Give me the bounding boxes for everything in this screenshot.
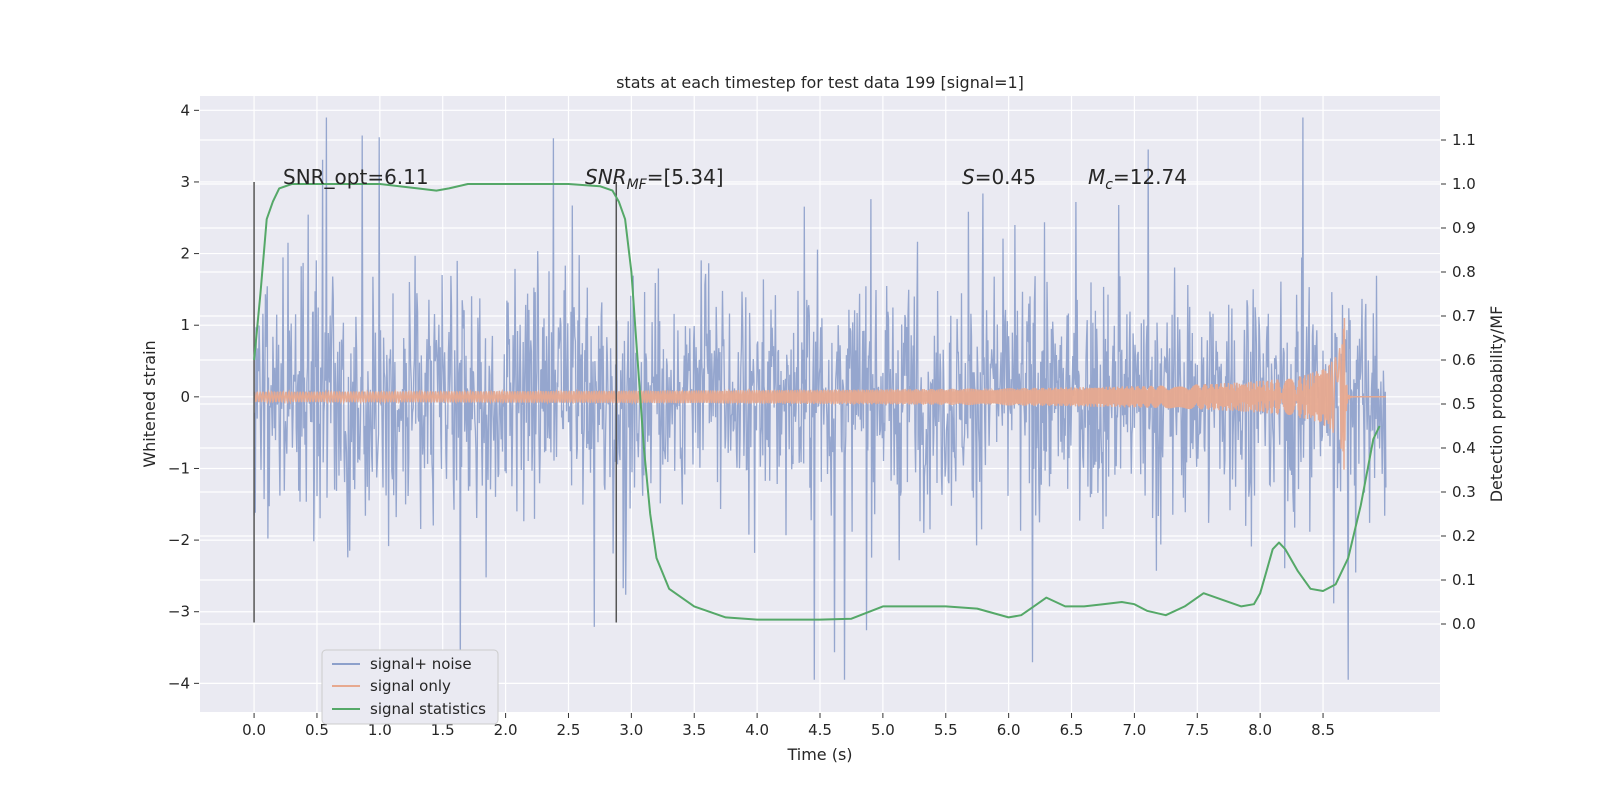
y-right-tick-label: 1.0 xyxy=(1452,175,1476,193)
x-tick-label: 0.5 xyxy=(305,721,329,739)
legend-label-stats: signal statistics xyxy=(370,700,486,718)
y-left-tick-label: 3 xyxy=(180,173,190,191)
noise-line xyxy=(253,117,1387,680)
y-right-tick-label: 0.7 xyxy=(1452,307,1476,325)
x-tick-label: 1.0 xyxy=(368,721,392,739)
x-tick-label: 8.5 xyxy=(1311,721,1335,739)
snr-mf-sub: MF xyxy=(627,177,648,193)
mc-value: =12.74 xyxy=(1113,165,1187,189)
y-left-tick-label: −2 xyxy=(168,531,190,549)
y-left-tick-label: 2 xyxy=(180,245,190,263)
annotation-snr-opt: SNR_opt=6.11 xyxy=(283,165,429,189)
x-tick-label: 7.5 xyxy=(1185,721,1209,739)
x-tick-label: 3.0 xyxy=(619,721,643,739)
y-left-tick-label: 4 xyxy=(180,101,190,119)
y-left-tick-label: −3 xyxy=(168,603,190,621)
y-left-tick-label: −1 xyxy=(168,459,190,477)
signal-noise-series xyxy=(253,117,1387,680)
mc-base: M xyxy=(1088,165,1105,189)
y-right-tick-label: 0.0 xyxy=(1452,615,1476,633)
x-tick-label: 8.0 xyxy=(1248,721,1272,739)
y-right-tick-label: 0.5 xyxy=(1452,395,1476,413)
x-tick-label: 2.0 xyxy=(494,721,518,739)
snr-mf-value: =[5.34] xyxy=(647,165,724,189)
chart-title: stats at each timestep for test data 199… xyxy=(616,73,1024,92)
y-right-tick-label: 0.9 xyxy=(1452,219,1476,237)
y-right-tick-label: 0.8 xyxy=(1452,263,1476,281)
tick-labels: 0.0 0.5 1.0 1.5 2.0 2.5 3.0 3.5 4.0 4.5 5.0 5.5 6.0 6… xyxy=(168,101,1476,739)
x-tick-label: 4.5 xyxy=(808,721,832,739)
x-tick-label: 5.0 xyxy=(871,721,895,739)
y-right-tick-label: 0.3 xyxy=(1452,483,1476,501)
y-right-tick-label: 0.6 xyxy=(1452,351,1476,369)
annotation-s: S=0.45 xyxy=(962,165,1036,189)
x-tick-label: 6.5 xyxy=(1060,721,1084,739)
x-axis-label: Time (s) xyxy=(786,745,852,764)
s-value: =0.45 xyxy=(975,165,1036,189)
signal-line xyxy=(253,317,1386,470)
y-left-tick-label: −4 xyxy=(168,674,190,692)
x-tick-label: 1.5 xyxy=(431,721,455,739)
x-tick-label: 2.5 xyxy=(557,721,581,739)
x-tick-label: 6.0 xyxy=(997,721,1021,739)
y-left-tick-label: 1 xyxy=(180,316,190,334)
vertical-markers xyxy=(253,181,618,623)
snr-mf-base: SNR xyxy=(585,165,627,189)
x-tick-label: 0.0 xyxy=(242,721,266,739)
x-tick-label: 7.0 xyxy=(1122,721,1146,739)
legend-label-signal: signal only xyxy=(370,677,451,695)
legend-label-noise: signal+ noise xyxy=(370,655,472,673)
s-base: S xyxy=(962,165,975,189)
signal-statistics-series xyxy=(253,183,1381,621)
x-tick-label: 3.5 xyxy=(682,721,706,739)
y-left-tick-label: 0 xyxy=(180,388,190,406)
x-tick-label: 4.0 xyxy=(745,721,769,739)
legend: signal+ noise signal only signal statist… xyxy=(321,649,499,725)
y-axis-right-label: Detection probability/MF xyxy=(1487,306,1506,503)
y-right-tick-label: 0.2 xyxy=(1452,527,1476,545)
mc-sub: c xyxy=(1105,177,1113,193)
annotation-snr-mf: SNRMF=[5.34] xyxy=(585,165,724,193)
legend-box xyxy=(321,649,499,725)
y-axis-left-label: Whitened strain xyxy=(140,340,159,467)
annotation-mc: Mc=12.74 xyxy=(1088,165,1187,193)
y-right-tick-label: 1.1 xyxy=(1452,131,1476,149)
signal-only-series xyxy=(253,317,1386,470)
x-tick-label: 5.5 xyxy=(934,721,958,739)
stats-line xyxy=(253,183,1381,621)
y-right-tick-label: 0.4 xyxy=(1452,439,1476,457)
y-right-tick-label: 0.1 xyxy=(1452,571,1476,589)
